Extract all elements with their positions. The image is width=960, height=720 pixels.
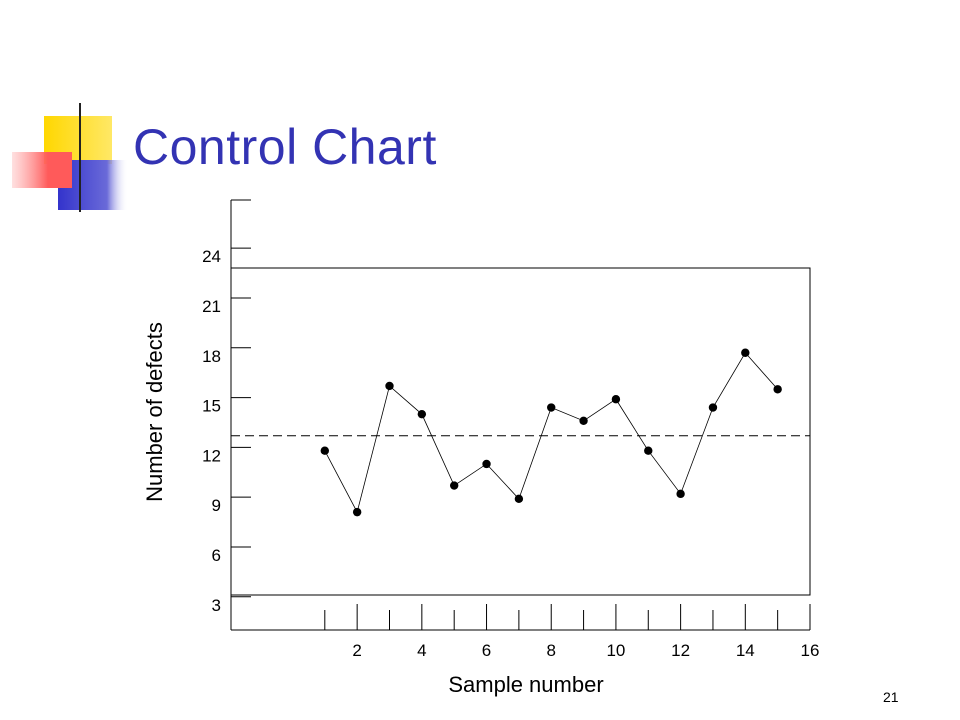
x-tick-label: 4	[417, 641, 426, 660]
y-tick-label: 15	[202, 397, 221, 416]
data-point	[514, 494, 524, 504]
data-point	[385, 381, 394, 391]
x-tick-label: 10	[606, 641, 625, 660]
slide-title: Control Chart	[133, 119, 437, 175]
y-tick-label: 6	[212, 546, 221, 565]
y-tick-label: 9	[212, 496, 221, 515]
deco-red-square	[12, 152, 72, 188]
x-tick-label: 2	[352, 641, 361, 660]
data-point	[449, 481, 459, 490]
data-point	[547, 403, 556, 412]
title-decoration	[12, 103, 900, 212]
y-tick-label: 3	[212, 596, 221, 615]
x-axis-label: Sample number	[448, 672, 603, 697]
slide-number: 21	[883, 689, 899, 705]
y-axis-label: Number of defects	[142, 322, 167, 502]
y-tick-label: 24	[202, 247, 221, 266]
data-point	[611, 395, 621, 404]
data-point	[644, 446, 653, 455]
data-point	[417, 409, 427, 419]
series-line	[324, 352, 778, 514]
x-tick-label: 14	[736, 641, 755, 660]
data-point	[352, 507, 362, 517]
data-point	[482, 459, 491, 469]
y-tick-label: 21	[202, 297, 221, 316]
y-axis: 3 6 9 12 15 18 21 24	[202, 199, 251, 630]
data-point	[676, 489, 685, 499]
x-axis: 2 4 6 8 10 12 14 16	[231, 604, 819, 660]
y-tick-label: 18	[202, 347, 221, 366]
defects-series	[320, 348, 782, 517]
x-tick-label: 6	[482, 641, 491, 660]
plot-frame	[230, 267, 811, 596]
data-point	[708, 403, 718, 412]
data-point	[741, 348, 750, 357]
data-point	[773, 385, 782, 394]
data-point	[579, 416, 588, 426]
x-tick-label: 8	[546, 641, 555, 660]
y-tick-label: 12	[202, 446, 221, 465]
data-point	[320, 446, 330, 455]
x-tick-label: 16	[801, 641, 820, 660]
x-tick-label: 12	[671, 641, 690, 660]
